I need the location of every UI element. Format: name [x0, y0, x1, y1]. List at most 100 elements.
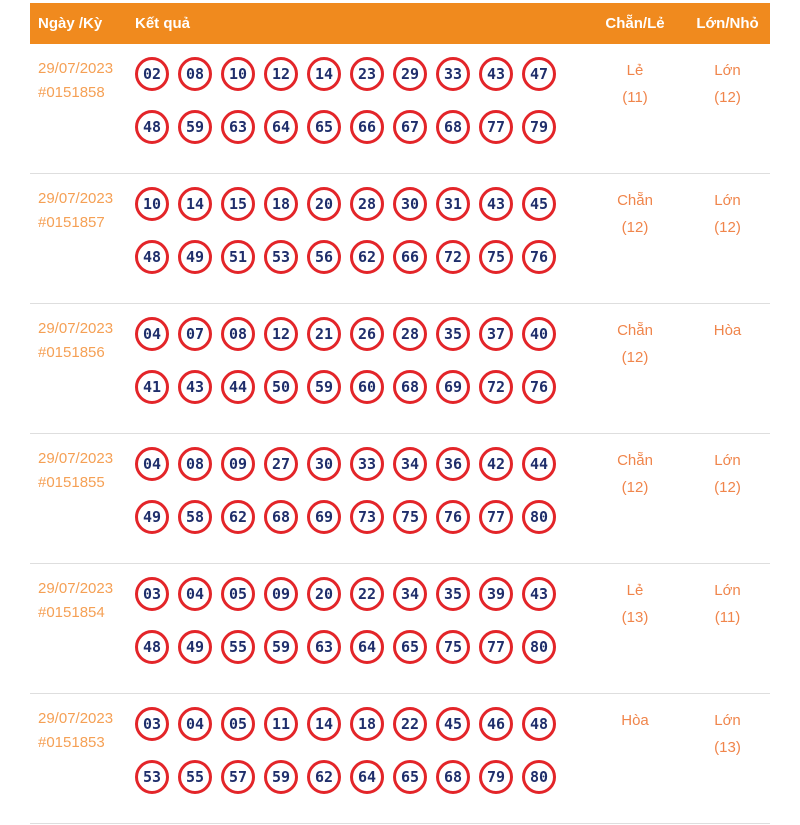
numbers-line-1: 04 07 08 12 21 26 28 35 37 40 [135, 317, 585, 351]
lottery-ball: 30 [307, 447, 341, 481]
lottery-ball: 36 [436, 447, 470, 481]
lottery-ball: 50 [264, 370, 298, 404]
lottery-ball: 15 [221, 187, 255, 221]
lottery-ball: 12 [264, 57, 298, 91]
lottery-ball: 43 [522, 577, 556, 611]
lottery-ball: 07 [178, 317, 212, 351]
even-odd-label: Chẵn [617, 322, 653, 339]
lottery-ball: 34 [393, 577, 427, 611]
lottery-ball: 59 [264, 630, 298, 664]
lottery-ball: 43 [479, 57, 513, 91]
draw-numbers-cell: 04 07 08 12 21 26 28 35 37 40 41 43 44 50 59 60 68 69 72 7… [135, 317, 585, 423]
lottery-ball: 49 [178, 240, 212, 274]
numbers-line-1: 10 14 15 18 20 28 30 31 43 45 [135, 187, 585, 221]
lottery-ball: 14 [178, 187, 212, 221]
lottery-ball: 51 [221, 240, 255, 274]
lottery-ball: 08 [221, 317, 255, 351]
lottery-ball: 64 [264, 110, 298, 144]
lottery-ball: 59 [178, 110, 212, 144]
numbers-line-2: 48 49 51 53 56 62 66 72 75 76 [135, 240, 585, 274]
lottery-ball: 63 [307, 630, 341, 664]
lottery-ball: 43 [178, 370, 212, 404]
draw-numbers-cell: 03 04 05 09 20 22 34 35 39 43 48 49 55 59 63 64 65 75 77 8… [135, 577, 585, 683]
lottery-ball: 68 [264, 500, 298, 534]
lottery-ball: 43 [479, 187, 513, 221]
numbers-line-2: 53 55 57 59 62 64 65 68 79 80 [135, 760, 585, 794]
lottery-ball: 65 [393, 760, 427, 794]
draw-date-cell: 29/07/2023 #0151856 [30, 317, 135, 365]
lottery-ball: 63 [221, 110, 255, 144]
draw-id: #0151858 [38, 84, 105, 101]
draw-date-cell: 29/07/2023 #0151854 [30, 577, 135, 625]
lottery-ball: 34 [393, 447, 427, 481]
big-small-label: Lớn [714, 582, 741, 599]
lottery-ball: 46 [479, 707, 513, 741]
lottery-ball: 12 [264, 317, 298, 351]
big-small-count: (12) [714, 219, 741, 236]
big-small-cell: Lớn (11) [685, 577, 770, 631]
draw-date: 29/07/2023 [38, 320, 114, 337]
draw-date-cell: 29/07/2023 #0151855 [30, 447, 135, 495]
lottery-ball: 44 [522, 447, 556, 481]
big-small-count: (11) [714, 609, 741, 626]
even-odd-count: (12) [621, 349, 649, 366]
lottery-ball: 08 [178, 447, 212, 481]
lottery-ball: 20 [307, 577, 341, 611]
lottery-ball: 33 [436, 57, 470, 91]
even-odd-count: (12) [621, 219, 649, 236]
lottery-ball: 30 [393, 187, 427, 221]
lottery-ball: 49 [178, 630, 212, 664]
even-odd-count: (13) [621, 609, 649, 626]
draw-numbers-cell: 02 08 10 12 14 23 29 33 43 47 48 59 63 64 65 66 67 68 77 7… [135, 57, 585, 163]
even-odd-count: (12) [621, 479, 649, 496]
big-small-label: Lớn [714, 62, 741, 79]
lottery-ball: 58 [178, 500, 212, 534]
lottery-ball: 48 [135, 630, 169, 664]
lottery-ball: 42 [479, 447, 513, 481]
lottery-ball: 60 [350, 370, 384, 404]
lottery-ball: 48 [522, 707, 556, 741]
numbers-line-1: 02 08 10 12 14 23 29 33 43 47 [135, 57, 585, 91]
header-bigsmall-column: Lớn/Nhỏ [696, 15, 759, 32]
draw-date: 29/07/2023 [38, 190, 114, 207]
table-header: Ngày /Kỳ Kết quả Chẵn/Lẻ Lớn/Nhỏ [30, 3, 770, 44]
lottery-ball: 75 [436, 630, 470, 664]
lottery-ball: 59 [307, 370, 341, 404]
lottery-ball: 69 [307, 500, 341, 534]
result-row: 29/07/2023 #0151857 10 14 15 18 20 28 30 31 43 45… [30, 174, 770, 304]
big-small-label: Lớn [714, 192, 741, 209]
lottery-ball: 08 [178, 57, 212, 91]
results-list: 29/07/2023 #0151858 02 08 10 12 14 23 29 33 43 47… [30, 44, 770, 824]
draw-date: 29/07/2023 [38, 710, 114, 727]
draw-id: #0151856 [38, 344, 105, 361]
draw-id: #0151855 [38, 474, 105, 491]
lottery-ball: 37 [479, 317, 513, 351]
lottery-ball: 28 [393, 317, 427, 351]
lottery-ball: 45 [436, 707, 470, 741]
lottery-ball: 40 [522, 317, 556, 351]
lottery-ball: 04 [178, 707, 212, 741]
result-row: 29/07/2023 #0151853 03 04 05 11 14 18 22 45 46 48… [30, 694, 770, 824]
lottery-ball: 53 [135, 760, 169, 794]
lottery-ball: 68 [393, 370, 427, 404]
lottery-ball: 80 [522, 630, 556, 664]
lottery-ball: 72 [436, 240, 470, 274]
draw-date-cell: 29/07/2023 #0151853 [30, 707, 135, 755]
header-result-column: Kết quả [135, 15, 191, 32]
big-small-cell: Lớn (12) [685, 447, 770, 501]
lottery-ball: 22 [393, 707, 427, 741]
lottery-ball: 62 [307, 760, 341, 794]
lottery-ball: 26 [350, 317, 384, 351]
lottery-ball: 65 [307, 110, 341, 144]
draw-numbers-cell: 03 04 05 11 14 18 22 45 46 48 53 55 57 59 62 64 65 68 79 8… [135, 707, 585, 813]
lottery-ball: 73 [350, 500, 384, 534]
lottery-ball: 49 [135, 500, 169, 534]
lottery-ball: 59 [264, 760, 298, 794]
lottery-ball: 35 [436, 577, 470, 611]
lottery-ball: 76 [522, 370, 556, 404]
lottery-ball: 04 [135, 317, 169, 351]
draw-id: #0151853 [38, 734, 105, 751]
lottery-ball: 21 [307, 317, 341, 351]
even-odd-cell: Lẻ (11) [585, 57, 685, 111]
even-odd-label: Chẵn [617, 452, 653, 469]
